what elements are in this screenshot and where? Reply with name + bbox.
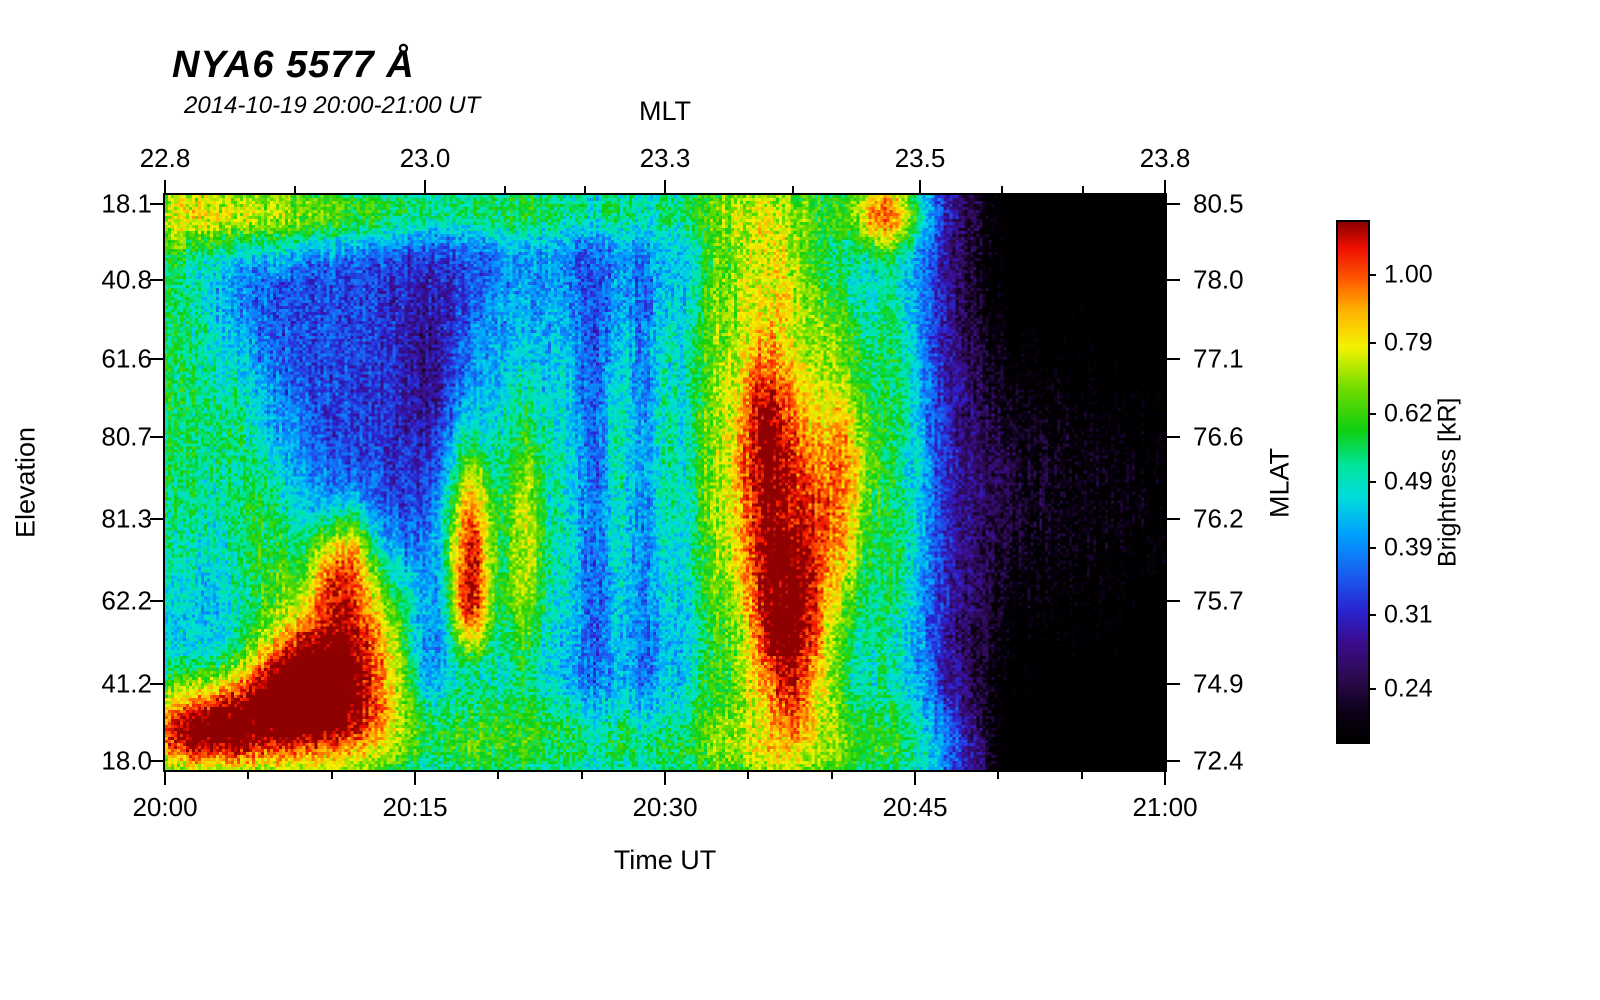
right-tick-label: 72.4 (1193, 745, 1244, 776)
right-axis-tick (1167, 517, 1180, 520)
right-axis-tick (1167, 203, 1180, 206)
right-axis-tick (1167, 435, 1180, 438)
top-axis-tick (919, 180, 921, 193)
top-tick-label: 23.8 (1139, 143, 1191, 173)
x-axis-minor-tick (330, 772, 333, 779)
heatmap-plot (163, 193, 1167, 772)
right-axis-tick (1167, 358, 1180, 361)
colorbar-tick (1368, 613, 1376, 616)
left-axis-tick (150, 683, 163, 686)
x-tick-label: 20:00 (132, 792, 198, 822)
x-axis-minor-tick (1080, 772, 1083, 779)
x-axis-minor-tick (580, 772, 583, 779)
right-axis-tick (1167, 683, 1180, 686)
right-axis-tick (1167, 599, 1180, 602)
top-axis-tick (424, 180, 426, 193)
left-tick-label: 61.6 (101, 343, 152, 374)
left-axis-tick (150, 435, 163, 438)
colorbar-tick-label: 0.24 (1384, 674, 1433, 703)
x-tick-label: 20:45 (882, 792, 948, 822)
right-tick-label: 76.2 (1193, 503, 1244, 534)
top-tick-label: 22.8 (139, 143, 191, 173)
x-axis-tick (1164, 772, 1166, 785)
left-tick-label: 80.7 (101, 421, 152, 451)
x-axis-tick (914, 772, 916, 785)
top-tick-label: 23.3 (639, 143, 691, 173)
right-tick-label: 77.1 (1193, 343, 1244, 374)
top-axis-minor-tick (294, 186, 296, 193)
top-axis-label: MLT (639, 96, 691, 126)
left-tick-label: 81.3 (101, 503, 152, 534)
right-tick-label: 75.7 (1193, 585, 1244, 616)
colorbar-tick (1368, 342, 1376, 345)
colorbar-tick (1368, 688, 1376, 691)
left-tick-label: 18.1 (101, 188, 152, 219)
left-tick-label: 62.2 (101, 585, 152, 616)
x-axis-minor-tick (747, 772, 750, 779)
colorbar-tick (1368, 412, 1376, 415)
left-axis-label: Elevation (10, 426, 41, 539)
top-axis-minor-tick (1082, 186, 1085, 193)
top-tick-label: 23.0 (399, 143, 451, 173)
top-axis-tick (164, 180, 166, 193)
right-tick-label: 74.9 (1193, 668, 1244, 699)
right-axis-tick (1167, 279, 1180, 282)
right-axis-label: MLAT (1264, 447, 1295, 518)
colorbar-tick (1368, 480, 1376, 483)
x-tick-label: 20:15 (382, 792, 448, 822)
colorbar-tick-label: 0.62 (1384, 399, 1433, 428)
left-tick-label: 18.0 (101, 745, 152, 776)
top-tick-label: 23.5 (894, 143, 946, 173)
colorbar (1336, 220, 1370, 744)
x-tick-label: 20:30 (632, 792, 698, 822)
x-axis-tick (664, 772, 666, 785)
left-tick-label: 41.2 (101, 668, 152, 699)
chart-title: NYA6 5577 Å (172, 44, 415, 86)
colorbar-label: Brightness [kR] (1433, 397, 1462, 567)
right-axis-tick (1167, 759, 1180, 762)
heatmap-canvas (165, 195, 1165, 770)
colorbar-tick-label: 0.49 (1384, 467, 1433, 496)
x-axis-minor-tick (830, 772, 833, 779)
top-axis-minor-tick (584, 186, 586, 193)
x-tick-label: 21:00 (1132, 792, 1198, 822)
colorbar-tick-label: 1.00 (1384, 260, 1433, 289)
right-tick-label: 76.6 (1193, 421, 1244, 451)
left-tick-label: 40.8 (101, 264, 152, 295)
left-axis-tick (150, 358, 163, 361)
left-axis-tick (150, 279, 163, 282)
colorbar-canvas (1338, 222, 1368, 742)
right-tick-label: 80.5 (1193, 188, 1244, 219)
colorbar-tick (1368, 273, 1376, 276)
chart-subtitle: 2014-10-19 20:00-21:00 UT (184, 92, 481, 119)
x-axis-minor-tick (497, 772, 500, 779)
x-axis-tick (164, 772, 166, 785)
top-axis-minor-tick (504, 186, 506, 193)
left-axis-tick (150, 203, 163, 206)
top-axis-tick (664, 180, 666, 193)
x-axis-tick (414, 772, 416, 785)
top-axis-minor-tick (791, 186, 794, 193)
x-axis-minor-tick (247, 772, 250, 779)
right-tick-label: 78.0 (1193, 264, 1244, 295)
left-axis-tick (150, 759, 163, 762)
top-axis-minor-tick (1000, 186, 1003, 193)
colorbar-tick-label: 0.31 (1384, 600, 1433, 629)
left-axis-tick (150, 517, 163, 520)
left-axis-tick (150, 599, 163, 602)
colorbar-tick-label: 0.39 (1384, 533, 1433, 562)
x-axis-label: Time UT (613, 845, 717, 875)
colorbar-tick (1368, 547, 1376, 550)
x-axis-minor-tick (997, 772, 1000, 779)
colorbar-tick-label: 0.79 (1384, 328, 1433, 357)
top-axis-tick (1164, 180, 1166, 193)
